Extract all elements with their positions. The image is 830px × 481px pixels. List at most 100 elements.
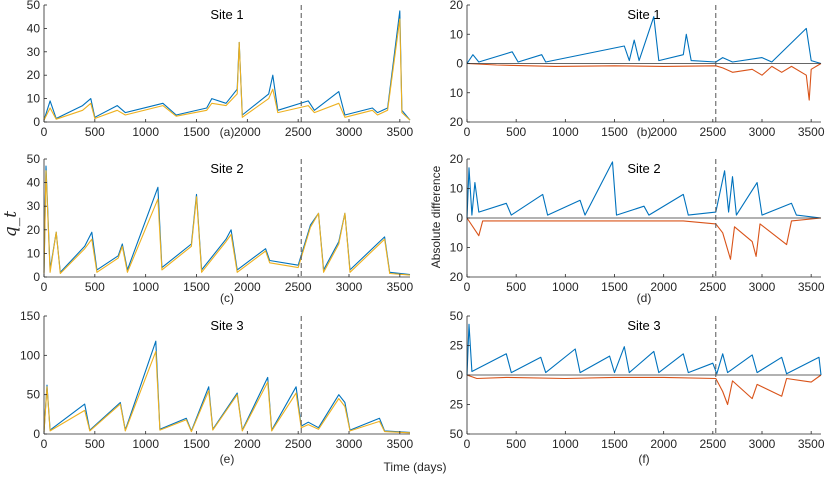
panels-group: 0 500 1000 1500 2000 2500 3000 350001020304050S… [20,0,825,466]
x-tick-label-b-3: 1500 [601,125,628,139]
y-tick-label-b-4: 20 [450,0,464,12]
panel-c: 0 500 1000 1500 2000 2500 3000 3500 0 10 20 30 40 50 S… [27,152,414,305]
x-tick-label-c-1: 500 [85,280,105,294]
series-line-f-1 [466,374,822,406]
x-tick-label-f-3: 1500 [601,437,628,451]
x-tick-label-c-6: 3000 [336,280,363,294]
y-tick-label-b-1: 10 [450,86,464,100]
y-tick-label-d-1: 10 [450,241,464,255]
y-tick-label-a-4: 40 [27,21,41,35]
x-tick-label-e-2: 1000 [132,437,159,451]
x-tick-label-c-3: 1500 [183,280,210,294]
y-tick-label-d-0: 20 [450,270,464,284]
panel-sublabel-c: (c) [220,291,234,305]
y-tick-label-c-5: 50 [27,152,41,166]
x-tick-label-a-1: 500 [85,125,105,139]
x-tick-label-e-6: 3000 [336,437,363,451]
y-tick-label-a-0: 0 [33,115,40,129]
x-tick-label-f-6: 3000 [749,437,776,451]
series-line-c-1 [43,170,411,276]
panel-d: 0 500 1000 1500 2000 2500 3000 3500 20 10 0 10 20 Sit… [450,152,825,305]
series-line-e-0 [43,340,411,433]
x-axis-label: Time (days) [384,460,447,474]
y-tick-label-c-2: 20 [27,223,41,237]
y-tick-label-e-3: 150 [20,309,40,323]
x-tick-label-a-6: 3000 [336,125,363,139]
x-tick-label-f-1: 500 [506,437,526,451]
y-tick-label-f-3: 25 [450,339,464,353]
x-tick-label-a-5: 2500 [285,125,312,139]
x-tick-label-f-7: 3500 [798,437,825,451]
y-tick-label-c-1: 10 [27,246,41,260]
series-line-b-1 [466,62,822,101]
x-tick-label-b-6: 3000 [749,125,776,139]
panel-sublabel-b: (b) [637,125,652,139]
panel-sublabel-d: (d) [637,291,652,305]
y-tick-label-e-2: 100 [20,348,40,362]
x-tick-label-f-0: 0 [464,437,471,451]
panel-title-c: Site 2 [210,161,243,176]
x-tick-label-a-0: 0 [41,125,48,139]
series-line-a-1 [43,18,411,121]
series-line-e-1 [43,350,411,434]
series-line-b-0 [466,16,822,65]
x-tick-label-a-3: 1500 [183,125,210,139]
x-tick-label-b-2: 1000 [552,125,579,139]
x-tick-label-d-4: 2000 [650,280,677,294]
y-tick-label-f-4: 50 [450,309,464,323]
x-tick-label-c-7: 3500 [386,280,413,294]
y-tick-label-f-1: 25 [450,398,464,412]
series-line-f-0 [466,323,822,376]
x-tick-label-d-7: 3500 [798,280,825,294]
y-tick-label-a-3: 30 [27,45,41,59]
x-tick-label-e-5: 2500 [285,437,312,451]
y-tick-label-e-0: 0 [33,427,40,441]
x-tick-label-d-6: 3000 [749,280,776,294]
y-tick-label-e-1: 50 [27,388,41,402]
x-tick-label-b-7: 3500 [798,125,825,139]
x-tick-label-d-0: 0 [464,280,471,294]
x-tick-label-d-3: 1500 [601,280,628,294]
y-tick-label-c-0: 0 [33,270,40,284]
y-tick-label-a-2: 20 [27,68,41,82]
x-tick-label-a-4: 2000 [234,125,261,139]
left-y-axis-label: q_t [1,211,21,237]
panel-title-a: Site 1 [210,7,243,22]
x-tick-label-e-3: 1500 [183,437,210,451]
panel-title-d: Site 2 [627,161,660,176]
x-tick-label-d-5: 2500 [699,280,726,294]
x-tick-label-a-7: 3500 [386,125,413,139]
x-tick-label-e-7: 3500 [386,437,413,451]
right-y-axis-label: Absolute difference [429,165,443,268]
y-tick-label-f-0: 50 [450,427,464,441]
y-tick-label-a-1: 10 [27,92,41,106]
x-tick-label-f-2: 1000 [552,437,579,451]
panel-title-f: Site 3 [627,318,660,333]
y-tick-label-c-3: 30 [27,199,41,213]
panel-sublabel-e: (e) [220,452,235,466]
series-line-c-0 [43,165,411,276]
y-tick-label-d-4: 20 [450,152,464,166]
x-tick-label-e-4: 2000 [234,437,261,451]
panel-sublabel-a: (a) [220,125,235,139]
x-tick-label-c-0: 0 [41,280,48,294]
panel-title-e: Site 3 [210,318,243,333]
x-tick-label-b-4: 2000 [650,125,677,139]
y-tick-label-b-2: 0 [456,57,463,71]
x-tick-label-d-2: 1000 [552,280,579,294]
x-tick-label-b-0: 0 [464,125,471,139]
x-tick-label-f-4: 2000 [650,437,677,451]
x-tick-label-b-5: 2500 [699,125,726,139]
y-tick-label-d-2: 0 [456,211,463,225]
series-line-d-1 [466,217,822,260]
y-tick-label-a-5: 50 [27,0,41,12]
x-tick-label-c-4: 2000 [234,280,261,294]
panel-sublabel-f: (f) [638,452,649,466]
x-tick-label-b-1: 500 [506,125,526,139]
y-tick-label-c-4: 40 [27,176,41,190]
x-tick-label-f-5: 2500 [699,437,726,451]
x-tick-label-d-1: 500 [506,280,526,294]
y-tick-label-f-2: 0 [456,368,463,382]
x-tick-label-c-2: 1000 [132,280,159,294]
x-tick-label-e-0: 0 [41,437,48,451]
